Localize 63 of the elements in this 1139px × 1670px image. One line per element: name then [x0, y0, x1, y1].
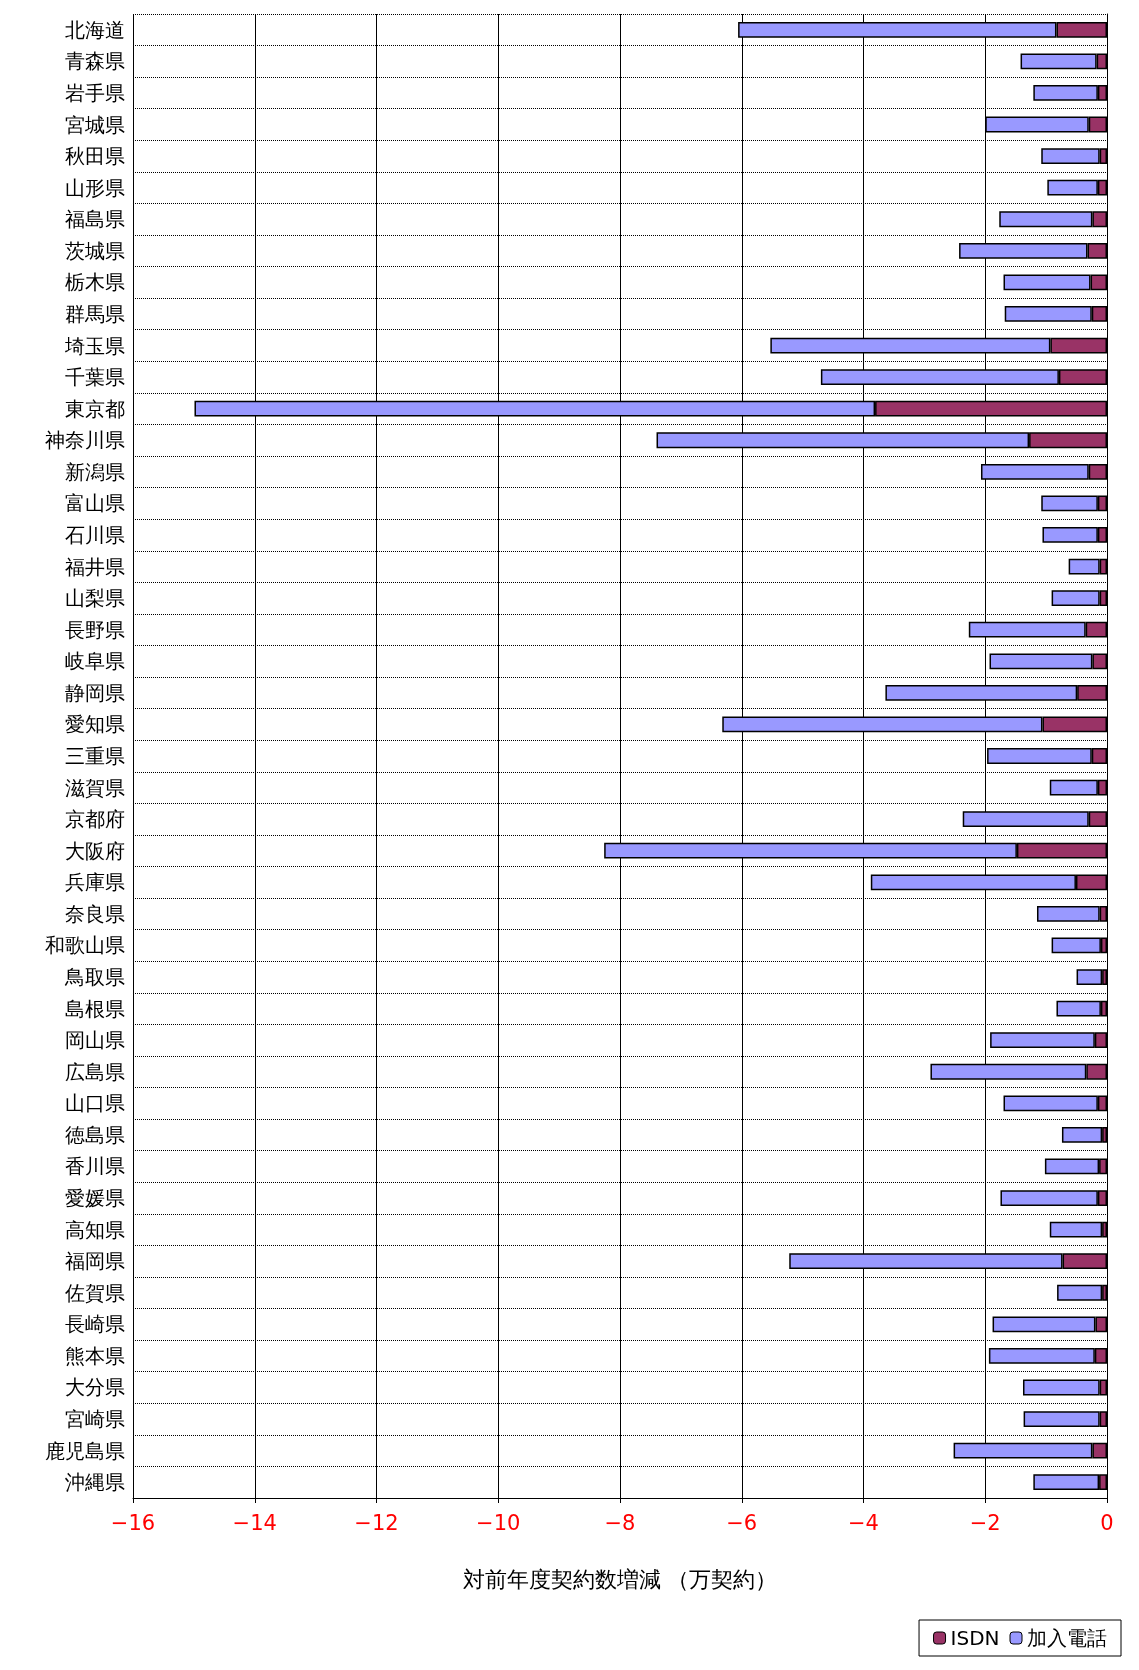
- x-tick-label: −14: [232, 1510, 277, 1535]
- y-tick-label: 千葉県: [65, 365, 125, 390]
- x-tick-label: −10: [476, 1510, 521, 1535]
- y-tick-label: 石川県: [65, 522, 125, 547]
- x-tick-label: −16: [110, 1510, 156, 1535]
- y-tick-label: 富山県: [65, 491, 125, 516]
- y-tick-label: 沖縄県: [65, 1470, 125, 1495]
- y-tick-label: 高知県: [65, 1217, 125, 1242]
- y-tick-label: 埼玉県: [64, 333, 125, 358]
- y-tick-label: 新潟県: [65, 459, 125, 484]
- y-tick-label: 徳島県: [65, 1122, 125, 1147]
- y-tick-label: 神奈川県: [45, 428, 125, 453]
- x-tick-label: −12: [354, 1510, 399, 1535]
- y-tick-label: 鹿児島県: [45, 1438, 125, 1463]
- y-tick-label: 山形県: [65, 175, 125, 200]
- y-tick-label: 京都府: [65, 807, 125, 832]
- y-tick-label: 兵庫県: [65, 870, 125, 895]
- y-tick-label: 滋賀県: [65, 775, 125, 800]
- bar: [1049, 1221, 1103, 1238]
- y-tick-label: 長野県: [65, 617, 125, 642]
- x-axis-title: 対前年度契約数増減 （万契約）: [462, 1566, 778, 1592]
- y-tick-label: 北海道: [65, 17, 125, 42]
- y-tick-label: 佐賀県: [65, 1280, 125, 1305]
- legend-label: 加入電話: [1027, 1626, 1107, 1650]
- y-tick-label: 熊本県: [65, 1343, 125, 1368]
- y-tick-label: 福井県: [65, 554, 125, 579]
- bar: [1061, 1127, 1103, 1143]
- bar: [1076, 969, 1103, 985]
- y-tick-label: 福岡県: [65, 1249, 125, 1274]
- y-tick-label: 奈良県: [65, 901, 125, 926]
- y-tick-label: 茨城県: [65, 238, 125, 263]
- y-tick-label: 宮崎県: [65, 1407, 125, 1432]
- y-tick-label: 広島県: [65, 1059, 125, 1084]
- y-tick-label: 大分県: [65, 1375, 125, 1400]
- y-tick-label: 鳥取県: [64, 965, 125, 990]
- y-tick-label: 静岡県: [65, 680, 125, 705]
- y-tick-label: 福島県: [65, 207, 125, 232]
- y-tick-label: 秋田県: [65, 144, 125, 169]
- x-tick-label: −8: [604, 1510, 636, 1535]
- y-tick-label: 岐阜県: [65, 649, 125, 674]
- y-tick-label: 和歌山県: [45, 933, 125, 958]
- y-tick-label: 長崎県: [65, 1312, 125, 1337]
- y-tick-label: 香川県: [65, 1154, 125, 1179]
- x-tick-label: −2: [969, 1510, 1001, 1535]
- y-tick-label: 東京都: [65, 396, 125, 421]
- x-tick-label: −4: [848, 1510, 879, 1535]
- y-tick-label: 岩手県: [65, 80, 125, 105]
- y-tick-label: 愛媛県: [65, 1186, 125, 1211]
- y-tick-label: 山梨県: [65, 586, 125, 611]
- x-tick-label: 0: [1100, 1510, 1114, 1535]
- y-tick-label: 栃木県: [65, 270, 125, 295]
- y-tick-label: 青森県: [65, 49, 125, 74]
- y-tick-label: 群馬県: [65, 301, 125, 326]
- legend-label: ISDN: [950, 1626, 1000, 1650]
- bar: [1057, 1284, 1103, 1301]
- x-tick-label: −6: [726, 1510, 758, 1535]
- y-tick-label: 山口県: [65, 1091, 125, 1116]
- y-tick-label: 愛知県: [65, 712, 125, 737]
- y-tick-label: 三重県: [65, 744, 125, 768]
- y-tick-label: 岡山県: [65, 1028, 125, 1053]
- y-tick-label: 大阪府: [65, 838, 125, 863]
- y-tick-label: 宮城県: [65, 112, 125, 137]
- y-tick-label: 島根県: [65, 996, 125, 1021]
